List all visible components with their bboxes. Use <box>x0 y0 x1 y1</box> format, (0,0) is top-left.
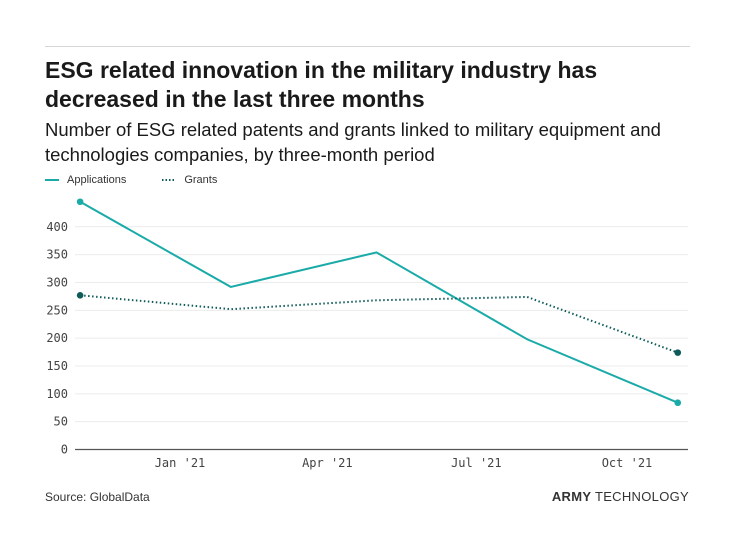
source-note: Source: GlobalData <box>45 490 150 504</box>
legend-grants-label: Grants <box>184 174 218 186</box>
brand-bold: ARMY <box>551 489 592 504</box>
series-line-grants <box>80 294 679 354</box>
data-point-grants <box>674 349 682 356</box>
x-tick-label: Oct '21 <box>602 456 653 470</box>
legend: Applications Grants <box>45 174 217 186</box>
y-tick-label: 300 <box>46 275 68 289</box>
y-tick-label: 0 <box>61 443 68 457</box>
x-tick-label: Jul '21 <box>451 456 502 470</box>
legend-applications-label: Applications <box>67 174 127 186</box>
chart-subtitle: Number of ESG related patents and grants… <box>45 119 661 165</box>
y-tick-label: 400 <box>46 220 68 234</box>
brand-logo: ARMY TECHNOLOGY <box>552 489 689 504</box>
y-tick-label: 150 <box>46 359 68 373</box>
y-tick-label: 350 <box>46 248 68 262</box>
chart-title: ESG related innovation in the military i… <box>45 57 598 112</box>
y-tick-label: 50 <box>54 415 68 429</box>
data-point-applications <box>674 399 682 407</box>
x-tick-label: Apr '21 <box>302 456 353 470</box>
data-point-applications <box>76 198 84 206</box>
x-tick-label: Jan '21 <box>155 456 206 470</box>
brand-light: TECHNOLOGY <box>591 489 689 504</box>
top-rule <box>45 46 690 47</box>
data-point-grants <box>76 291 84 299</box>
y-tick-label: 250 <box>46 303 68 317</box>
y-tick-label: 100 <box>46 387 68 401</box>
y-tick-label: 200 <box>46 331 68 345</box>
legend-grants-swatch <box>162 179 177 181</box>
series-line-applications <box>79 200 679 404</box>
legend-applications-swatch <box>45 179 59 181</box>
line-chart: 0 50 100 150 200 250 300 350 400 Jan '21 Apr '21 Ju… <box>46 198 688 470</box>
